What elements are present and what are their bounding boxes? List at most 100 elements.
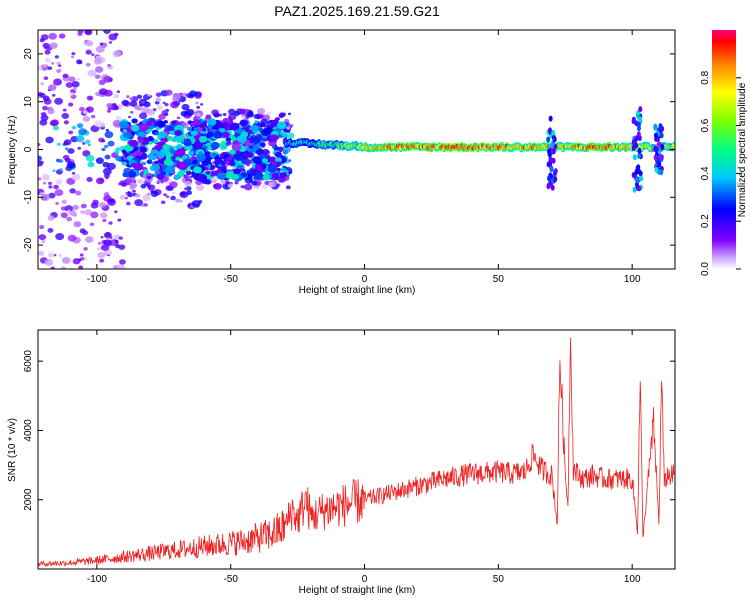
spectrogram-cell [101,147,106,152]
spectrogram-cell [220,161,226,166]
spectrogram-cell [186,126,193,132]
spectrogram-cell [71,171,76,175]
spectrogram-cell [553,176,558,183]
spectrogram-cell [196,153,206,162]
spectrogram-x-tick-label: 50 [493,274,505,285]
spectrogram-cell [63,120,69,125]
spectrogram-cell [637,115,642,122]
spectrogram-cell [47,252,55,258]
spectrogram-cell [86,176,93,183]
spectrogram-cell [54,189,64,197]
spectrogram-cell [546,161,551,168]
spectrogram-cell [178,162,188,170]
spectrogram-cell [38,177,42,181]
spectrogram-cell [138,123,149,132]
spectrogram-cell [55,233,65,241]
spectrogram-cell [223,121,229,127]
spectrogram-cell [117,218,122,222]
spectrogram-cell [58,33,66,39]
spectrogram-cell [54,97,63,105]
spectrogram-cell [77,31,83,37]
spectrogram-cell [121,99,130,106]
spectrogram-cell [82,115,91,122]
spectrogram-cell [147,136,154,142]
spectrogram-cell [98,137,105,143]
spectrogram-cell [216,172,227,180]
spectrogram-cell [106,250,112,255]
spectrogram-cell [172,191,176,195]
spectrogram-cell [287,112,292,116]
spectrogram-cell [205,170,211,175]
spectrogram-cell [195,112,201,117]
spectrogram-cell [233,153,241,160]
spectrogram-cell [635,177,640,184]
spectrogram-cell [94,74,101,79]
spectrogram-cell [276,167,281,172]
spectrogram-cell [53,253,57,257]
spectrogram-cell [79,106,85,112]
spectrogram-cell [154,145,161,150]
spectrogram-cell [154,131,160,136]
spectrogram-cell [192,166,202,174]
spectrogram-cell [252,156,262,164]
spectrogram-cell [146,159,153,165]
spectrogram-cell [116,264,126,269]
spectrogram-cell [259,153,267,159]
spectrogram-cell [77,146,82,150]
spectrogram-cell [171,120,176,125]
spectrogram-cell [108,221,113,225]
spectrogram-cell [184,180,192,187]
spectrogram-cell [175,198,181,203]
spectrogram-cell [85,236,94,243]
spectrogram-y-tick-label: 0 [23,146,34,152]
spectrogram-cell [71,52,76,56]
spectrogram-cell [68,130,74,135]
spectrogram-cell [206,156,212,161]
spectrogram-cell [95,177,105,185]
spectrogram-cell [64,205,74,212]
spectrogram-cell [47,215,55,221]
spectrogram-cell [240,131,249,138]
snr-background [38,330,675,569]
spectrogram-cell [126,155,133,161]
spectrogram-x-tick-label: 0 [362,274,368,285]
spectrogram-cell [225,180,230,185]
spectrogram-cell [113,234,121,240]
spectrogram-cell [286,132,295,139]
spectrogram-cell [71,173,81,181]
spectrogram-cell [239,109,246,115]
spectrogram-cell [221,140,227,145]
spectrogram-cell [68,102,74,107]
spectrogram-cell [40,82,45,86]
spectrogram-cell [140,153,147,158]
snr-y-label: SNR (10 * v/v) [7,418,18,482]
spectrogram-cell [170,101,179,109]
spectrogram-cell [72,258,81,265]
spectrogram-cell [551,129,556,136]
spectrogram-cell [119,121,129,129]
spectrogram-cell [76,123,84,129]
spectrogram-cell [105,128,110,132]
snr-x-tick-label: 50 [493,574,505,585]
spectrogram-cell [636,131,641,138]
spectrogram-cell [636,164,641,171]
spectrogram-cell [659,169,664,176]
spectrogram-cell [91,53,95,56]
spectrogram-cell [192,119,202,126]
spectrogram-cell [104,131,114,139]
spectrogram-cell [38,234,47,241]
spectrogram-cell [658,127,663,134]
spectrogram-cell [106,109,111,113]
snr-x-tick-label: 100 [624,574,641,585]
spectrogram-cell [189,90,197,97]
spectrogram-cell [78,128,87,135]
spectrogram-cell [72,204,80,211]
spectrogram-cell [147,184,156,191]
spectrogram-cell [75,135,85,143]
spectrogram-cell [102,218,107,223]
spectrogram-x-tick-label: -100 [87,274,107,285]
spectrogram-cell [52,169,56,172]
spectrogram-cell [136,94,143,99]
spectrogram-cell [85,139,91,144]
spectrogram-cell [269,134,279,142]
